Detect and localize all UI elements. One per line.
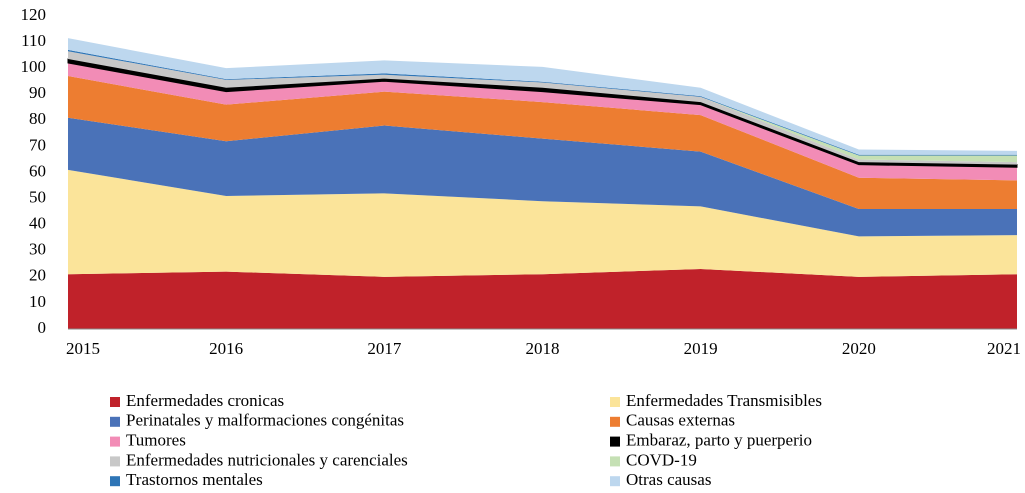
y-tick-label: 100 — [21, 57, 47, 76]
y-tick-label: 110 — [21, 31, 46, 50]
y-tick-label: 90 — [29, 83, 46, 102]
area — [68, 62, 1017, 181]
area — [68, 169, 1017, 277]
legend-label: Enfermedades Transmisibles — [626, 391, 822, 410]
legend-swatch — [110, 397, 120, 407]
y-tick-label: 20 — [29, 266, 46, 285]
legend-label: Causas externas — [626, 411, 735, 430]
x-tick-label: 2017 — [367, 339, 402, 358]
legend-label: Trastornos mentales — [126, 470, 263, 489]
legend-label: COVD-19 — [626, 450, 697, 469]
y-tick-label: 40 — [29, 214, 46, 233]
legend-swatch — [110, 456, 120, 467]
legend-label: Perinatales y malformaciones congénitas — [126, 411, 404, 430]
legend-swatch — [610, 456, 620, 467]
x-tick-label: 2016 — [209, 339, 243, 358]
x-tick-label: 2015 — [66, 339, 100, 358]
area — [68, 117, 1017, 237]
x-tick-label: 2018 — [526, 339, 560, 358]
x-tick-label: 2020 — [842, 339, 876, 358]
legend-swatch — [110, 476, 120, 487]
legend-label: Embaraz, parto y puerperio — [626, 431, 812, 450]
legend-swatch — [610, 436, 620, 447]
legend-swatch — [110, 416, 120, 427]
area — [68, 269, 1017, 329]
legend-label: Enfermedades cronicas — [126, 391, 284, 410]
y-tick-label: 0 — [38, 318, 47, 337]
area — [68, 38, 1017, 155]
y-tick-label: 10 — [29, 292, 46, 311]
y-tick-label: 30 — [29, 240, 46, 259]
y-tick-label: 60 — [29, 161, 46, 180]
y-tick-label: 50 — [29, 187, 46, 206]
area — [68, 51, 1017, 165]
legend-swatch — [610, 397, 620, 407]
area — [68, 75, 1017, 210]
legend-swatch — [610, 476, 620, 487]
legend-swatch — [610, 416, 620, 427]
legend-label: Otras causas — [626, 470, 711, 489]
y-tick-label: 120 — [21, 5, 47, 24]
x-tick-label: 2021 — [987, 339, 1021, 358]
legend-swatch — [110, 436, 120, 447]
legend-label: Tumores — [126, 431, 186, 450]
legend-label: Enfermedades nutricionales y carenciales — [126, 450, 408, 469]
area — [68, 49, 1017, 156]
y-tick-label: 80 — [29, 109, 46, 128]
y-tick-label: 70 — [29, 135, 46, 154]
x-tick-label: 2019 — [684, 339, 718, 358]
